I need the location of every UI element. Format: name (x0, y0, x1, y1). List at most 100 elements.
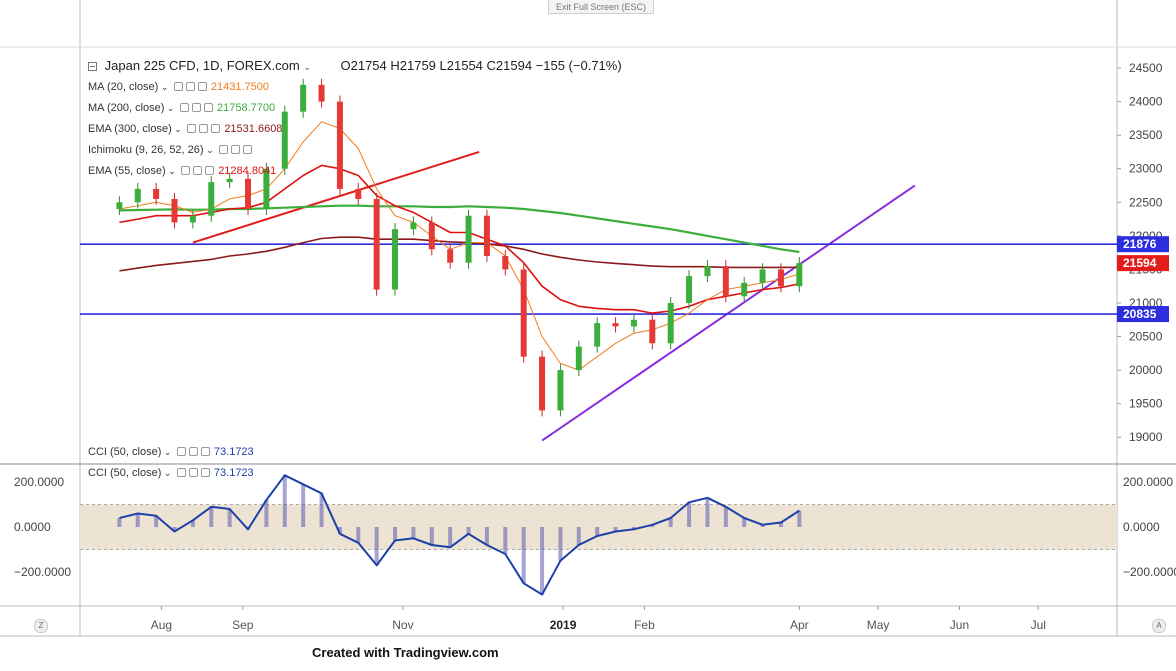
candle (373, 192, 380, 296)
indicator-legend-4[interactable]: EMA (55, close) ⌄ 21284.8041 (88, 165, 276, 177)
candle-body (796, 263, 803, 287)
candle-body (575, 346, 582, 371)
indicator-legend-1[interactable]: MA (200, close) ⌄ 21758.7700 (88, 102, 275, 114)
gear-icon[interactable] (188, 468, 198, 477)
close-icon[interactable] (211, 124, 221, 133)
auto-scale-icon[interactable]: A (1152, 619, 1166, 633)
time-tick-label-0: Aug (151, 618, 172, 632)
eye-icon[interactable] (179, 103, 189, 112)
gear-icon[interactable] (185, 82, 195, 91)
candle (667, 296, 674, 350)
candle (722, 260, 729, 303)
time-tick-label-3: 2019 (550, 618, 577, 632)
chevron-down-icon[interactable]: ⌄ (171, 124, 185, 134)
candle (355, 182, 362, 205)
footer-credit: Created with Tradingview.com (312, 645, 499, 660)
candle-body (594, 323, 601, 347)
close-icon[interactable] (200, 447, 210, 456)
candle (134, 182, 141, 209)
indicator-value: 21431.7500 (210, 81, 269, 93)
candle (759, 263, 766, 289)
ma20-line (119, 121, 800, 371)
indicator-value: 21531.6608 (224, 123, 283, 135)
candle (245, 172, 252, 216)
gear-icon[interactable] (188, 447, 198, 456)
cci-label: CCI (50, close) (88, 467, 162, 479)
eye-icon[interactable] (181, 166, 191, 175)
candle-body (502, 256, 509, 270)
candle (704, 260, 711, 283)
candle-body (189, 215, 196, 223)
candle-body (355, 188, 362, 199)
indicator-value: 21758.7700 (216, 102, 276, 114)
price-label-bg-1 (1117, 255, 1169, 272)
gear-icon[interactable] (231, 145, 241, 154)
cci-left-label-2: −200.0000 (14, 565, 71, 579)
indicator-label: EMA (55, close) (88, 165, 166, 177)
gear-icon[interactable] (193, 166, 203, 175)
candle-body (759, 269, 766, 283)
candle (612, 317, 619, 333)
candle-body (667, 302, 674, 344)
cci-line (119, 474, 800, 596)
candle-body (373, 198, 380, 290)
eye-icon[interactable] (176, 468, 186, 477)
zoom-icon[interactable]: Z (34, 619, 48, 633)
eye-icon[interactable] (176, 447, 186, 456)
candle (318, 78, 325, 108)
close-icon[interactable] (203, 103, 213, 112)
gear-icon[interactable] (191, 103, 201, 112)
collapse-icon[interactable] (88, 62, 97, 71)
cci-legend-0[interactable]: CCI (50, close) ⌄ 73.1723 (88, 446, 254, 458)
candle (153, 182, 160, 205)
close-icon[interactable] (197, 82, 207, 91)
candle (428, 216, 435, 256)
close-icon[interactable] (205, 166, 215, 175)
chevron-down-icon[interactable]: ⌄ (161, 447, 174, 457)
time-tick-label-2: Nov (392, 618, 413, 632)
exit-fullscreen-button[interactable]: Exit Full Screen (ESC) (548, 0, 654, 14)
price-label-2: 20835 (1123, 307, 1157, 321)
chevron-down-icon[interactable]: ⌄ (164, 103, 177, 113)
close-icon[interactable] (243, 145, 253, 154)
chevron-down-icon[interactable]: ⌄ (203, 145, 217, 155)
price-label-0: 21876 (1123, 237, 1157, 251)
candle-body (557, 370, 564, 411)
eye-icon[interactable] (173, 82, 183, 91)
candle (777, 263, 784, 293)
price-tick-label-0: 24500 (1129, 61, 1163, 75)
indicator-label: MA (200, close) (88, 102, 165, 114)
price-tick-label-9: 20000 (1129, 363, 1163, 377)
time-tick-label-8: Jul (1031, 618, 1046, 632)
gear-icon[interactable] (199, 124, 209, 133)
trendline-rising-purple (541, 184, 916, 442)
candle (410, 216, 417, 236)
candle (116, 196, 123, 216)
time-tick-label-5: Apr (790, 618, 809, 632)
candle (300, 78, 307, 118)
candle-body (134, 188, 141, 203)
chevron-down-icon[interactable]: ⌄ (158, 82, 171, 92)
eye-icon[interactable] (187, 124, 197, 133)
candle-body (116, 202, 123, 210)
cci-right-label-0: 200.0000 (1123, 475, 1173, 489)
candle (649, 313, 656, 350)
chevron-down-icon[interactable]: ⌄ (161, 468, 174, 478)
candle-body (520, 269, 527, 357)
symbol-title: Japan 225 CFD, 1D, FOREX.com (104, 58, 300, 73)
close-icon[interactable] (200, 468, 210, 477)
indicator-legend-2[interactable]: EMA (300, close) ⌄ 21531.6608 (88, 123, 282, 135)
candle-body (410, 222, 417, 230)
candle (594, 317, 601, 353)
chevron-down-icon[interactable]: ⌄ (303, 62, 311, 72)
eye-icon[interactable] (219, 145, 229, 154)
chevron-down-icon[interactable]: ⌄ (165, 166, 179, 176)
candle (336, 95, 343, 195)
indicator-legend-3[interactable]: Ichimoku (9, 26, 52, 26) ⌄ (88, 144, 256, 156)
indicator-legend-0[interactable]: MA (20, close) ⌄ 21431.7500 (88, 81, 269, 93)
price-tick-label-3: 23000 (1129, 162, 1163, 176)
cci-legend-1[interactable]: CCI (50, close) ⌄ 73.1723 (88, 467, 254, 479)
indicator-label: EMA (300, close) (88, 123, 172, 135)
indicator-value: 21284.8041 (218, 165, 277, 177)
